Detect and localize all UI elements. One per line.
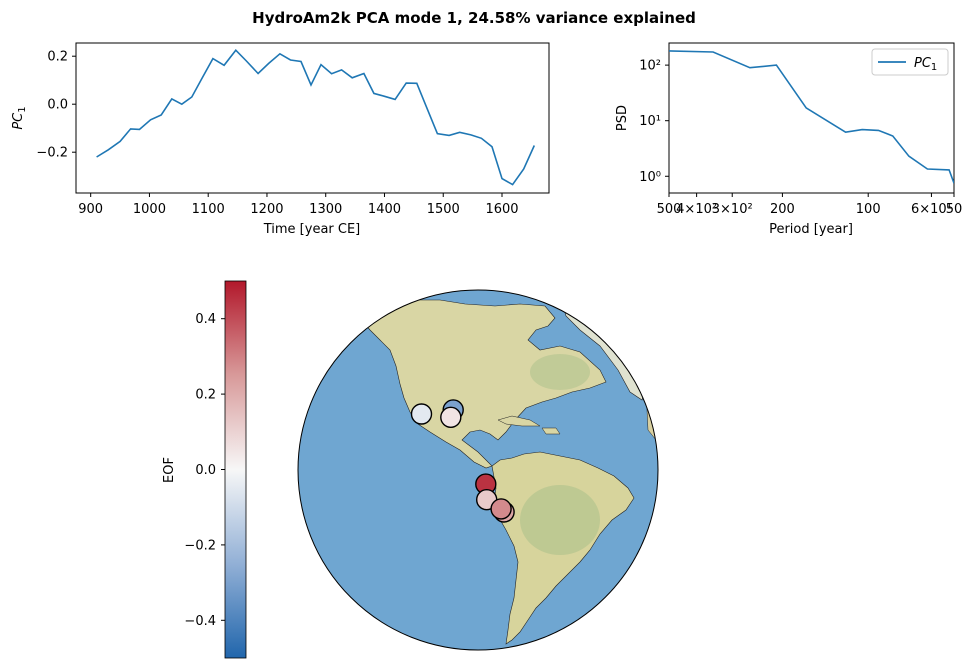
- ts-xtick-label: 1100: [192, 202, 225, 217]
- pc1-series-line: [96, 48, 536, 186]
- psd-xtick-label: 6×10¹: [911, 202, 952, 217]
- psd-ytick-label: 10⁰: [639, 170, 661, 185]
- psd-xtick-label: 200: [770, 202, 795, 217]
- psd-xtick-label: 100: [856, 202, 881, 217]
- forest-tint: [530, 354, 590, 390]
- colorbar-label: EOF: [162, 457, 177, 483]
- amazon-tint: [520, 485, 600, 555]
- africa-edge: [645, 379, 658, 441]
- ts-xtick-label: 1400: [368, 202, 401, 217]
- psd-ytick-label: 10²: [639, 59, 661, 74]
- legend-label: PC1: [914, 56, 937, 73]
- ts-ylabel: PC1: [11, 106, 28, 129]
- ts-xtick-label: 1500: [427, 202, 460, 217]
- colorbar-tick-label: −0.4: [184, 614, 216, 629]
- ts-xtick-label: 1300: [309, 202, 342, 217]
- colorbar-tick-label: −0.2: [184, 538, 216, 553]
- north-america: [354, 295, 607, 469]
- psd-ytick-label: 10¹: [639, 114, 661, 129]
- colorbar-tick-label: 0.4: [195, 312, 216, 327]
- colorbar-tick-label: 0.0: [195, 463, 216, 478]
- psd-legend: PC1: [871, 48, 949, 76]
- cuba: [497, 415, 541, 427]
- ts-xtick-label: 1600: [485, 202, 518, 217]
- ts-y-ticks: 0.2 0.0 −0.2: [36, 50, 76, 161]
- ts-xlabel: Time [year CE]: [263, 222, 361, 237]
- proxy-site-marker: [410, 403, 433, 425]
- colorbar-tick-label: 0.2: [195, 388, 216, 403]
- ts-xtick-label: 1200: [250, 202, 283, 217]
- ts-ytick-label: 0.2: [47, 50, 68, 65]
- proxy-site-marker: [440, 406, 462, 428]
- psd-xtick-label: 3×10²: [712, 202, 753, 217]
- ts-xtick-label: 1000: [133, 202, 166, 217]
- colorbar-gradient: [224, 280, 247, 659]
- psd-xtick-label: 50: [946, 202, 963, 217]
- ts-axes-frame: [75, 42, 550, 194]
- ts-x-ticks: 900 1000 1100 1200 1300 1400 1500 1600: [78, 193, 519, 217]
- colorbar: 0.4 0.2 0.0 −0.2 −0.4 EOF: [162, 280, 247, 659]
- colorbar-ticks: 0.4 0.2 0.0 −0.2 −0.4: [184, 312, 225, 629]
- pc-timeseries-panel: 900 1000 1100 1200 1300 1400 1500 1600 0.2 0.0 −0…: [11, 42, 550, 237]
- psd-xtick-label: 4×10²: [676, 202, 717, 217]
- hispaniola: [541, 427, 561, 435]
- proxy-site-marker: [490, 498, 512, 520]
- psd-xlabel: Period [year]: [769, 222, 853, 237]
- psd-y-ticks: 10² 10¹ 10⁰: [639, 59, 669, 185]
- psd-xtick-label: 500: [657, 202, 682, 217]
- psd-ylabel: PSD: [615, 105, 630, 131]
- ts-ytick-label: 0.0: [47, 98, 68, 113]
- psd-series-line: [669, 50, 954, 184]
- ts-xtick-label: 900: [78, 202, 103, 217]
- figure-title: HydroAm2k PCA mode 1, 24.58% variance ex…: [252, 9, 696, 27]
- proxy-sites: [410, 399, 515, 523]
- ts-ytick-label: −0.2: [36, 146, 68, 161]
- globe-map: [297, 289, 659, 651]
- psd-axes-frame: [668, 42, 955, 194]
- globe-outline: [297, 289, 659, 651]
- legend-box: [871, 48, 949, 76]
